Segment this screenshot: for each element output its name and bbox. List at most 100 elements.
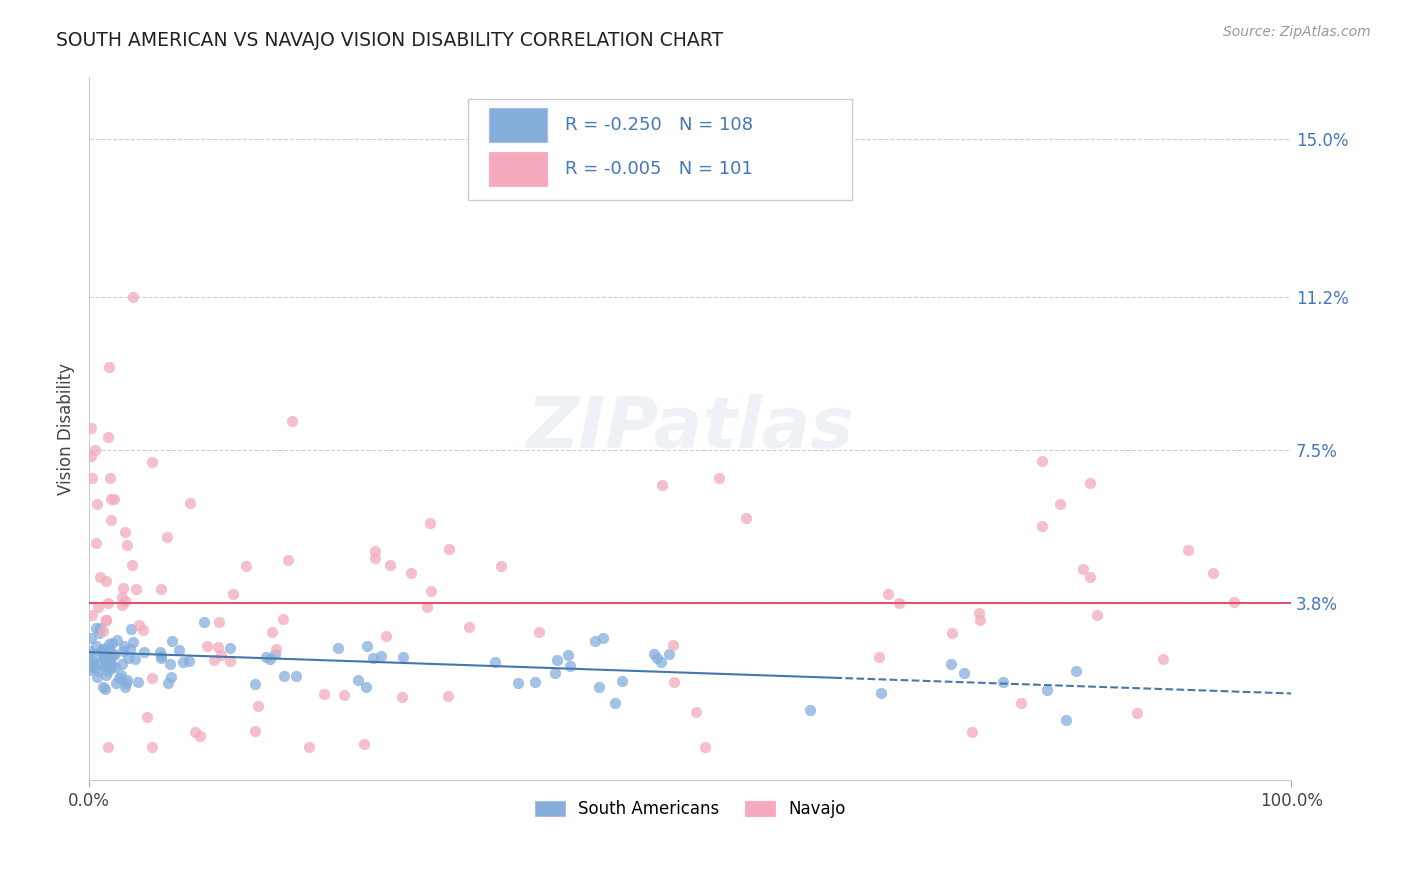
- Point: [141, 455, 163, 469]
- Point: [374, 629, 396, 643]
- Point: [298, 740, 321, 755]
- Point: [97, 664, 120, 678]
- Point: [124, 652, 146, 666]
- Point: [263, 647, 285, 661]
- Point: [264, 642, 287, 657]
- Point: [94, 681, 117, 696]
- Point: [364, 544, 387, 558]
- Point: [91, 624, 114, 639]
- Point: [80, 449, 103, 463]
- Point: [89, 621, 111, 635]
- Point: [94, 613, 117, 627]
- Point: [89, 645, 111, 659]
- Point: [132, 624, 155, 638]
- Point: [1071, 562, 1094, 576]
- Point: [110, 668, 132, 682]
- Point: [167, 642, 190, 657]
- Point: [734, 511, 756, 525]
- Point: [162, 634, 184, 648]
- Point: [77, 663, 100, 677]
- Point: [105, 632, 128, 647]
- Point: [97, 359, 120, 374]
- Point: [207, 640, 229, 654]
- Point: [94, 613, 117, 627]
- Point: [314, 686, 336, 700]
- Point: [685, 705, 707, 719]
- Point: [1031, 454, 1053, 468]
- Point: [114, 594, 136, 608]
- Text: R = -0.250   N = 108: R = -0.250 N = 108: [565, 116, 754, 134]
- Point: [969, 607, 991, 621]
- Point: [284, 669, 307, 683]
- Point: [84, 442, 107, 457]
- Point: [91, 641, 114, 656]
- Point: [136, 710, 159, 724]
- Point: [94, 654, 117, 668]
- Point: [96, 658, 118, 673]
- Point: [969, 613, 991, 627]
- Point: [111, 657, 134, 671]
- Point: [508, 676, 530, 690]
- Point: [84, 661, 107, 675]
- Point: [645, 650, 668, 665]
- Point: [91, 651, 114, 665]
- Point: [91, 680, 114, 694]
- Point: [117, 538, 139, 552]
- Point: [378, 558, 401, 572]
- Point: [97, 637, 120, 651]
- Point: [557, 648, 579, 663]
- Point: [361, 651, 384, 665]
- Point: [80, 607, 103, 622]
- Point: [179, 496, 201, 510]
- Point: [114, 524, 136, 539]
- Point: [328, 641, 350, 656]
- Point: [94, 668, 117, 682]
- Point: [115, 675, 138, 690]
- Point: [254, 650, 277, 665]
- Point: [104, 660, 127, 674]
- Point: [643, 647, 665, 661]
- Point: [399, 566, 422, 580]
- Point: [1078, 570, 1101, 584]
- Point: [219, 641, 242, 656]
- Point: [1049, 497, 1071, 511]
- Point: [80, 649, 103, 664]
- Point: [97, 430, 120, 444]
- Point: [546, 653, 568, 667]
- Point: [1177, 543, 1199, 558]
- Point: [651, 478, 673, 492]
- Point: [108, 671, 131, 685]
- Point: [112, 581, 135, 595]
- Point: [96, 657, 118, 672]
- Point: [114, 680, 136, 694]
- Point: [98, 644, 121, 658]
- Point: [391, 690, 413, 704]
- Point: [560, 659, 582, 673]
- Point: [277, 553, 299, 567]
- Point: [247, 699, 270, 714]
- Point: [97, 596, 120, 610]
- Point: [84, 621, 107, 635]
- Point: [650, 655, 672, 669]
- Point: [84, 639, 107, 653]
- Point: [150, 651, 173, 665]
- Point: [245, 677, 267, 691]
- Legend: South Americans, Navajo: South Americans, Navajo: [529, 793, 852, 825]
- Point: [612, 673, 634, 688]
- Point: [117, 651, 139, 665]
- Point: [1223, 594, 1246, 608]
- Point: [100, 471, 122, 485]
- Point: [877, 587, 900, 601]
- Point: [347, 673, 370, 688]
- FancyBboxPatch shape: [468, 98, 852, 201]
- Text: Source: ZipAtlas.com: Source: ZipAtlas.com: [1223, 25, 1371, 39]
- Point: [184, 725, 207, 739]
- Y-axis label: Vision Disability: Vision Disability: [58, 363, 75, 495]
- Point: [160, 669, 183, 683]
- Point: [262, 624, 284, 639]
- Text: R = -0.005   N = 101: R = -0.005 N = 101: [565, 160, 752, 178]
- Point: [1202, 566, 1225, 580]
- Point: [941, 657, 963, 672]
- Point: [103, 492, 125, 507]
- Point: [96, 661, 118, 675]
